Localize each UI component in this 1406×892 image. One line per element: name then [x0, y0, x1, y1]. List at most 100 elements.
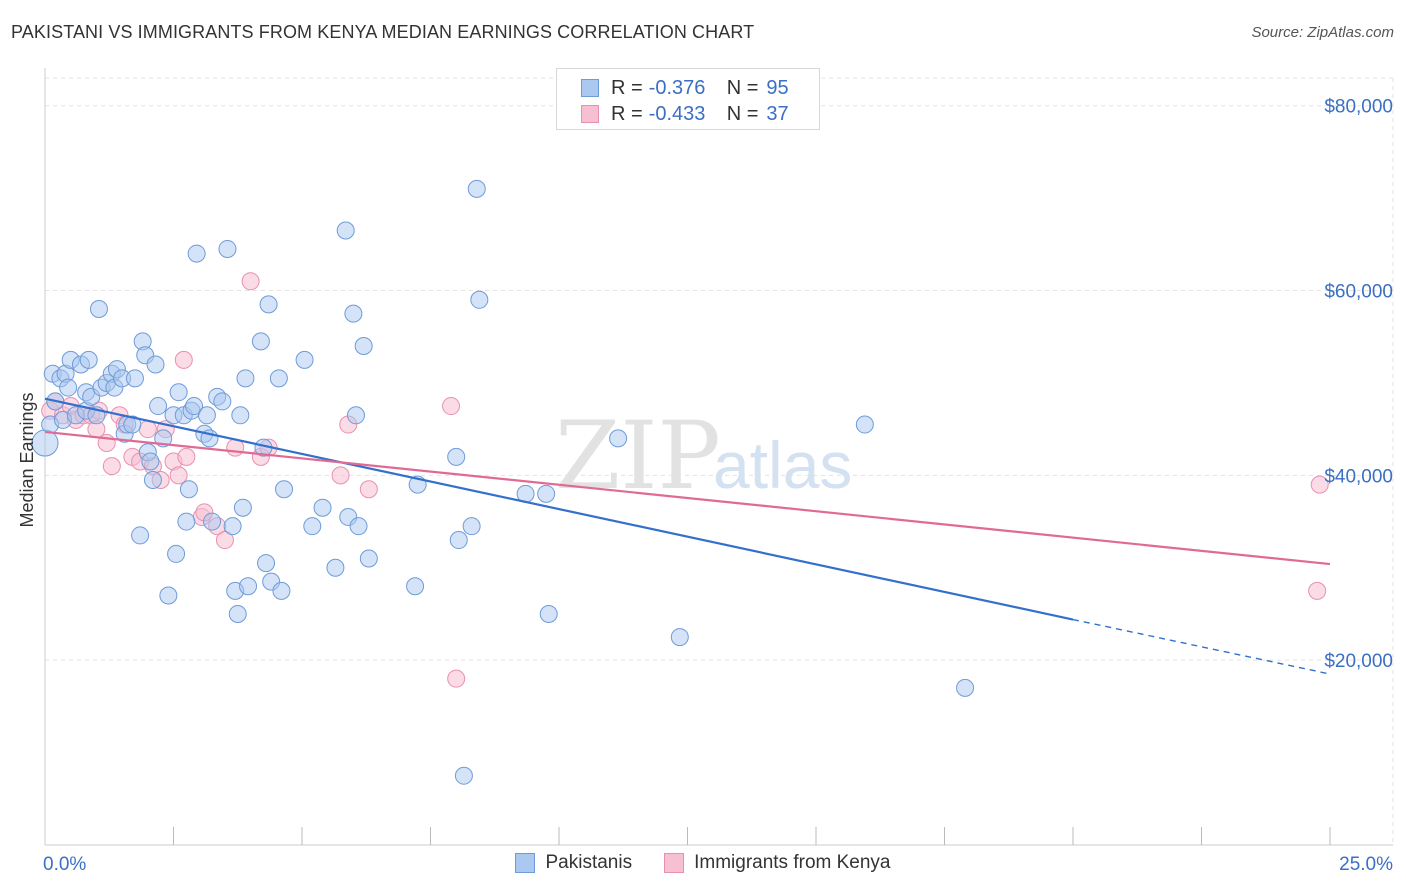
pakistani-point [537, 484, 556, 503]
pakistani-point [275, 480, 294, 499]
pakistani-point [179, 480, 198, 499]
legend-item-pakistanis[interactable]: Pakistanis [515, 852, 632, 874]
pakistani-points [31, 179, 975, 785]
r-value: -0.433 [648, 102, 706, 125]
pakistani-point [131, 526, 150, 545]
pakistanis-swatch [515, 853, 536, 873]
watermark-zip: ZIP [555, 402, 721, 511]
pakistani-point [454, 766, 473, 785]
kenya-swatch [581, 105, 599, 123]
pakistani-point [231, 406, 250, 425]
pakistani-point [326, 558, 345, 577]
x-tick-labels: 0.0% 25.0% [43, 854, 1393, 875]
pakistani-point [406, 577, 425, 596]
pakistani-point [470, 290, 489, 309]
pakistani-trendline-extension [1072, 618, 1331, 675]
pakistani-point [123, 415, 142, 434]
pakistani-point [143, 470, 162, 489]
y-tick-labels: $20,000 $40,000 $60,000 $80,000 [1324, 97, 1393, 672]
kenya-point [169, 466, 188, 485]
pakistani-point [257, 554, 276, 573]
pakistani-point [141, 452, 160, 471]
series-legend: Pakistanis Immigrants from Kenya [0, 852, 1406, 874]
stats-legend: R = -0.376 N = 95 R = -0.433 N = 37 [556, 68, 820, 130]
legend-row-kenya: R = -0.433 N = 37 [581, 102, 789, 126]
pakistani-point [354, 336, 373, 355]
pakistani-point [295, 350, 314, 369]
pakistani-point [159, 586, 178, 605]
pakistani-point [125, 369, 144, 388]
pakistani-point [449, 531, 468, 550]
y-tick-label: $80,000 [1324, 97, 1393, 118]
pakistani-point [185, 397, 204, 416]
source-credit: Source: ZipAtlas.com [1251, 24, 1394, 41]
kenya-point [174, 350, 193, 369]
pakistani-point [236, 369, 255, 388]
kenya-swatch [664, 853, 685, 873]
trend-lines [44, 397, 1331, 675]
kenya-trendline [44, 430, 1331, 566]
pakistani-point [213, 392, 232, 411]
legend-row-pakistanis: R = -0.376 N = 95 [581, 76, 789, 100]
pakistani-point [79, 350, 98, 369]
y-tick-label: $60,000 [1324, 282, 1393, 303]
n-value: 37 [766, 102, 789, 125]
pakistani-point [462, 517, 481, 536]
legend-item-kenya[interactable]: Immigrants from Kenya [664, 852, 891, 874]
pakistani-point [344, 304, 363, 323]
kenya-point [1310, 475, 1329, 494]
pakistani-point [233, 498, 252, 517]
kenya-point [1308, 581, 1327, 600]
kenya-point [215, 531, 234, 550]
x-tick-label: 0.0% [43, 854, 86, 875]
r-label: R = [611, 76, 643, 99]
pakistani-point [169, 383, 188, 402]
pakistani-point [349, 517, 368, 536]
r-value: -0.376 [648, 76, 706, 99]
kenya-point [447, 669, 466, 688]
pakistani-point [177, 512, 196, 531]
n-value: 95 [766, 76, 789, 99]
pakistani-point [269, 369, 288, 388]
pakistani-point [59, 378, 78, 397]
pakistani-point [956, 678, 975, 697]
kenya-point [177, 447, 196, 466]
n-label: N = [726, 102, 759, 125]
pakistani-point [149, 397, 168, 416]
kenya-point [241, 272, 260, 291]
y-tick-label: $20,000 [1324, 651, 1393, 672]
legend-label: Immigrants from Kenya [694, 852, 891, 873]
pakistani-point [272, 581, 291, 600]
kenya-point [138, 420, 157, 439]
pakistani-point [259, 295, 278, 314]
pakistani-point [855, 415, 874, 434]
legend-label: Pakistanis [545, 852, 633, 873]
pakistani-point [336, 221, 355, 240]
pakistani-point [146, 355, 165, 374]
pakistani-point [609, 429, 628, 448]
pakistani-point [359, 549, 378, 568]
pakistani-point [167, 544, 186, 563]
y-tick-label: $40,000 [1324, 466, 1393, 487]
pakistani-point [223, 517, 242, 536]
pakistani-point [197, 406, 216, 425]
pakistani-point [228, 604, 247, 623]
kenya-point [102, 457, 121, 476]
chart-title: PAKISTANI VS IMMIGRANTS FROM KENYA MEDIA… [11, 22, 755, 42]
pakistani-point [447, 447, 466, 466]
pakistani-point [187, 244, 206, 263]
pakistani-point [467, 179, 486, 198]
pakistani-point [346, 406, 365, 425]
pakistani-point [218, 239, 237, 258]
r-label: R = [611, 102, 643, 125]
pakistani-point [539, 604, 558, 623]
kenya-point [331, 466, 350, 485]
kenya-point [359, 480, 378, 499]
n-label: N = [726, 76, 759, 99]
pakistanis-swatch [581, 79, 599, 97]
pakistani-point [670, 628, 689, 647]
pakistani-point [239, 577, 258, 596]
pakistani-point [303, 517, 322, 536]
watermark-atlas: atlas [713, 428, 852, 502]
